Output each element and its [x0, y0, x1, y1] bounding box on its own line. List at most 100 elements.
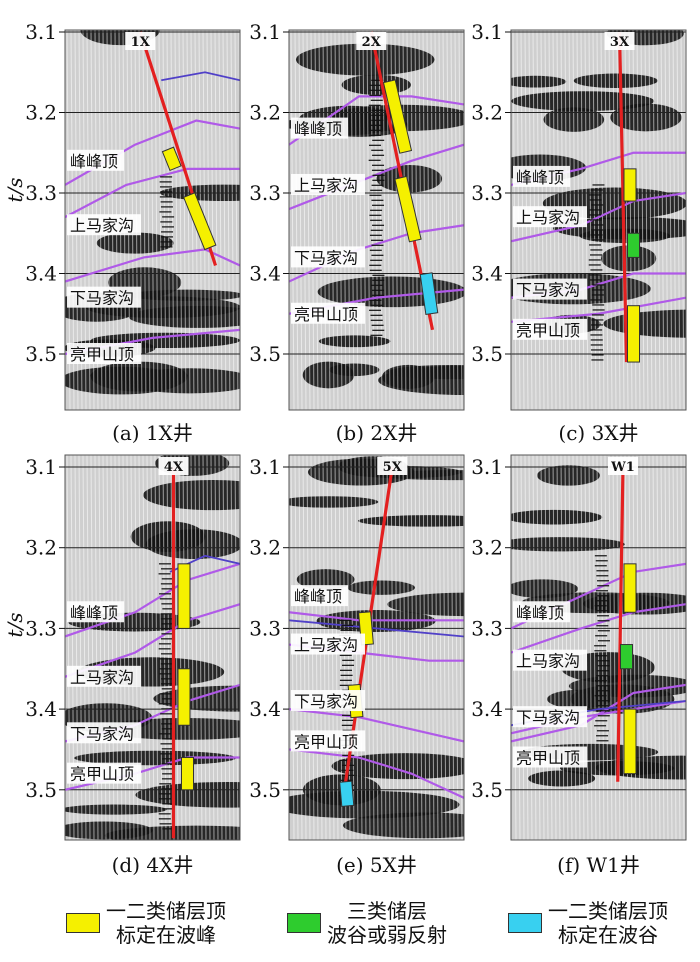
- reservoir-marker-peak: [623, 708, 637, 775]
- panel-caption: (c) 3X井: [558, 421, 638, 445]
- time-tick-label: 3.1: [25, 20, 57, 44]
- panel-caption: (b) 2X井: [336, 421, 418, 445]
- time-tick-label: 3.1: [471, 20, 503, 44]
- horizon-line: [289, 143, 464, 211]
- time-tick-label: 3.4: [249, 262, 281, 286]
- horizon-label: 上马家沟: [516, 652, 580, 671]
- time-tick-label: 3.5: [471, 778, 503, 802]
- horizon-label: 亮甲山顶: [70, 345, 134, 364]
- legend-item-weak: 三类储层 波谷或弱反射: [287, 888, 447, 958]
- horizon-label: 上马家沟: [70, 216, 134, 235]
- horizon-label: 峰峰顶: [294, 587, 342, 606]
- time-tick-label: 3.5: [25, 778, 57, 802]
- y-axis-label: t/s: [3, 177, 27, 202]
- horizon-label: 峰峰顶: [516, 603, 564, 622]
- time-tick-label: 3.5: [25, 342, 57, 366]
- reservoir-marker-peak: [181, 757, 194, 791]
- horizon-line: [289, 748, 464, 799]
- legend-swatch-cyan: [508, 913, 542, 933]
- reservoir-marker-weak: [620, 644, 633, 670]
- time-tick-label: 3.5: [249, 342, 281, 366]
- horizon-label: 峰峰顶: [70, 603, 118, 622]
- horizon-label: 下马家沟: [70, 724, 134, 743]
- horizon-line-dark: [289, 619, 464, 638]
- horizon-line: [289, 611, 464, 622]
- horizon-label: 亮甲山顶: [516, 321, 580, 340]
- reservoir-marker-peak: [382, 79, 413, 154]
- time-tick-label: 3.3: [471, 616, 503, 640]
- horizon-label: 亮甲山顶: [294, 305, 358, 324]
- reservoir-marker-trough: [419, 272, 439, 315]
- well-name-tag: W1: [610, 460, 635, 475]
- well-name-tag: 1X: [131, 35, 151, 50]
- horizon-line: [511, 191, 686, 243]
- time-tick-label: 3.1: [249, 20, 281, 44]
- horizon-label: 下马家沟: [294, 248, 358, 267]
- time-tick-label: 3.5: [471, 342, 503, 366]
- horizon-line: [65, 167, 240, 219]
- time-tick-label: 3.3: [25, 616, 57, 640]
- time-tick-label: 3.2: [471, 536, 503, 560]
- time-tick-label: 3.2: [249, 536, 281, 560]
- time-tick-label: 3.5: [249, 778, 281, 802]
- legend-swatch-yellow: [66, 913, 100, 933]
- well-name-tag: 5X: [383, 460, 403, 475]
- legend-item-peak: 一二类储层顶 标定在波峰: [66, 888, 226, 958]
- panel-caption: (f) W1井: [557, 853, 640, 877]
- time-tick-label: 3.4: [471, 262, 503, 286]
- time-tick-label: 3.3: [25, 181, 57, 205]
- horizon-label: 峰峰顶: [516, 168, 564, 187]
- reservoir-marker-peak: [623, 563, 637, 613]
- well-name-tag: 2X: [362, 35, 382, 50]
- well-name-tag: 4X: [164, 460, 184, 475]
- reservoir-marker-peak: [182, 192, 217, 251]
- legend-text-trough: 一二类储层顶 标定在波谷: [548, 899, 668, 947]
- horizon-line-dark: [161, 71, 240, 82]
- horizon-label: 亮甲山顶: [516, 749, 580, 768]
- time-tick-label: 3.3: [249, 616, 281, 640]
- horizon-label: 上马家沟: [516, 208, 580, 227]
- time-tick-label: 3.2: [25, 536, 57, 560]
- horizon-label: 下马家沟: [516, 281, 580, 300]
- well-path: [617, 31, 629, 363]
- legend-text-peak: 一二类储层顶 标定在波峰: [106, 899, 226, 947]
- legend-swatch-green: [287, 913, 321, 933]
- time-tick-label: 3.4: [471, 697, 503, 721]
- time-tick-label: 3.4: [25, 262, 57, 286]
- well-log-ticks: [588, 184, 605, 361]
- horizon-label: 下马家沟: [516, 708, 580, 727]
- horizon-line: [65, 248, 240, 283]
- well-path: [616, 466, 625, 782]
- panel-caption: (d) 4X井: [112, 853, 194, 877]
- time-tick-label: 3.3: [471, 181, 503, 205]
- horizon-label: 峰峰顶: [294, 120, 342, 139]
- well-log-ticks: [594, 555, 610, 742]
- horizon-label: 下马家沟: [294, 692, 358, 711]
- horizon-label: 峰峰顶: [70, 152, 118, 171]
- time-tick-label: 3.4: [25, 697, 57, 721]
- horizon-line: [65, 603, 240, 678]
- reservoir-marker-weak: [627, 232, 640, 258]
- time-tick-label: 3.2: [249, 101, 281, 125]
- horizon-label: 下马家沟: [70, 289, 134, 308]
- time-tick-label: 3.2: [25, 101, 57, 125]
- reservoir-marker-peak: [394, 175, 422, 243]
- time-tick-label: 3.1: [471, 455, 503, 479]
- time-tick-label: 3.2: [471, 101, 503, 125]
- horizon-label: 亮甲山顶: [294, 732, 358, 751]
- reservoir-marker-peak: [623, 168, 637, 202]
- panel-caption: (a) 1X井: [112, 421, 193, 445]
- time-tick-label: 3.1: [249, 455, 281, 479]
- horizon-label: 上马家沟: [70, 668, 134, 687]
- well-log-ticks: [368, 79, 385, 336]
- reservoir-marker-peak: [161, 146, 182, 172]
- time-tick-label: 3.3: [249, 181, 281, 205]
- horizon-label: 亮甲山顶: [70, 765, 134, 784]
- reservoir-marker-peak: [627, 305, 640, 363]
